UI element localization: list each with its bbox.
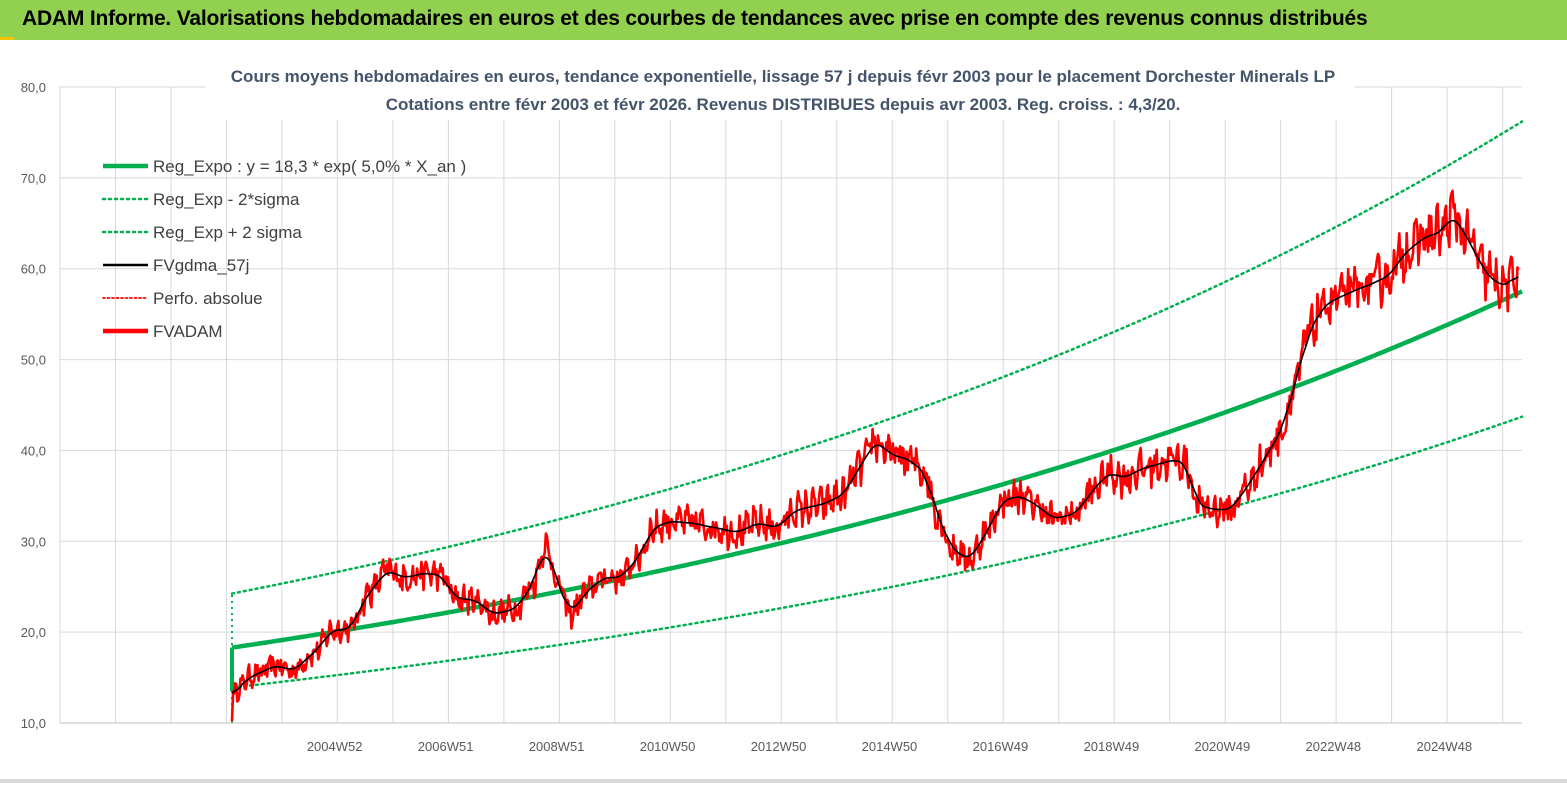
y-tick-label: 10,0	[21, 716, 46, 731]
chart-title-line-1: Cours moyens hebdomadaires en euros, ten…	[231, 67, 1335, 86]
x-tick-label: 2008W51	[529, 739, 585, 754]
y-tick-label: 70,0	[21, 171, 46, 186]
x-tick-label: 2024W48	[1416, 739, 1472, 754]
x-axis: 2004W52 2006W51 2008W51 2010W50 2012W50 2014W…	[60, 722, 1522, 754]
x-tick-label: 2020W49	[1195, 739, 1251, 754]
footer-divider	[0, 779, 1567, 783]
chart-title-line-2: Cotations entre févr 2003 et févr 2026. …	[386, 95, 1181, 114]
x-tick-label: 2022W48	[1306, 739, 1362, 754]
legend-label: FVADAM	[153, 322, 223, 341]
series-reg-expo	[231, 289, 1523, 650]
y-tick-label: 20,0	[21, 625, 46, 640]
y-tick-label: 30,0	[21, 534, 46, 549]
x-tick-label: 2018W49	[1084, 739, 1140, 754]
chart-title-background	[205, 62, 1355, 120]
series-reg-exp-plus-2-sigma	[230, 120, 1524, 595]
plot-series	[230, 120, 1524, 723]
line-chart: 10,0 20,0 30,0 40,0 50,0 60,0 70,0 80,0 2004W52…	[0, 40, 1567, 783]
report-title: ADAM Informe. Valorisations hebdomadaire…	[22, 7, 1368, 30]
y-tick-label: 50,0	[21, 353, 46, 368]
series-fvadam	[230, 189, 1520, 722]
header-banner: ADAM Informe. Valorisations hebdomadaire…	[0, 0, 1567, 40]
grid-lines	[59, 86, 1522, 724]
corner-marker	[0, 37, 14, 42]
y-tick-label: 40,0	[21, 443, 46, 458]
x-tick-label: 2010W50	[640, 739, 696, 754]
y-axis: 10,0 20,0 30,0 40,0 50,0 60,0 70,0 80,0	[21, 80, 46, 731]
legend-label: FVgdma_57j	[153, 256, 249, 275]
x-tick-label: 2014W50	[862, 739, 918, 754]
legend-label: Perfo. absolue	[153, 289, 263, 308]
chart-title-group: Cours moyens hebdomadaires en euros, ten…	[205, 62, 1355, 120]
legend-label: Reg_Expo : y = 18,3 * exp( 5,0% * X_an )	[153, 157, 466, 176]
y-tick-label: 60,0	[21, 262, 46, 277]
y-tick-label: 80,0	[21, 80, 46, 95]
x-tick-label: 2012W50	[751, 739, 807, 754]
x-tick-label: 2004W52	[307, 739, 363, 754]
chart-area: 10,0 20,0 30,0 40,0 50,0 60,0 70,0 80,0 2004W52…	[0, 40, 1567, 783]
legend: Reg_Expo : y = 18,3 * exp( 5,0% * X_an )…	[101, 157, 466, 341]
series-reg-exp-minus-2-sigma	[230, 415, 1524, 689]
x-tick-label: 2016W49	[973, 739, 1029, 754]
series-fvgdma-57j	[231, 219, 1519, 694]
legend-label: Reg_Exp + 2 sigma	[153, 223, 302, 242]
legend-label: Reg_Exp - 2*sigma	[153, 190, 300, 209]
chart-background	[0, 40, 1567, 783]
x-tick-label: 2006W51	[418, 739, 474, 754]
